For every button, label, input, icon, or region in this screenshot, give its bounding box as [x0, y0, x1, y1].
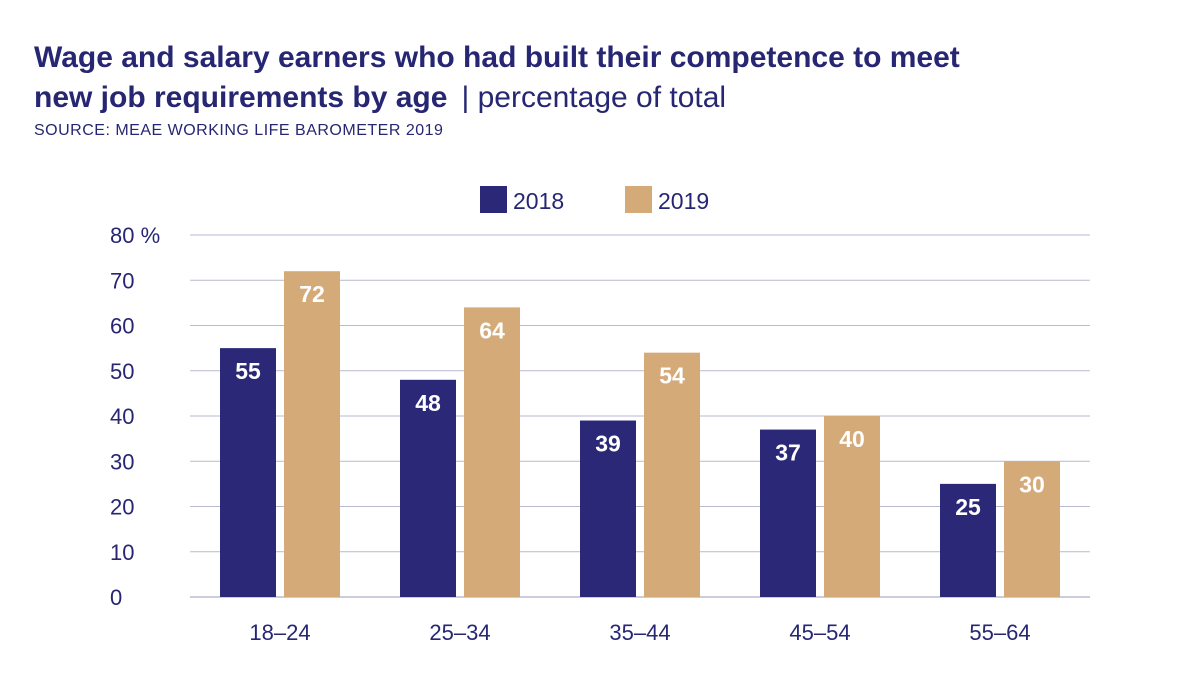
bar-2018-25–34: [400, 379, 456, 597]
y-tick-label: 30: [110, 449, 134, 474]
bar-2019-55–64: [1004, 461, 1060, 597]
chart-subtitle: percentage of total: [477, 81, 727, 114]
bar-2019-45–54: [824, 416, 880, 597]
bar-value-label: 25: [955, 494, 981, 520]
chart-title-line-2: new job requirements by age | percentage …: [34, 78, 1174, 118]
bar-value-label: 54: [659, 363, 685, 389]
x-axis: 18–24 25–34 35–44 45–54 55–64: [249, 620, 1030, 645]
bar-2018-45–54: [760, 429, 816, 597]
source-note: SOURCE: MEAE WORKING LIFE BAROMETER 2019: [34, 122, 444, 139]
legend-swatch-2018: [480, 186, 507, 213]
x-tick-label: 55–64: [969, 620, 1030, 645]
y-tick-label: 0: [110, 585, 122, 610]
chart-title: Wage and salary earners who had built th…: [34, 41, 960, 74]
y-tick-label: 50: [110, 359, 134, 384]
bar-2018-35–44: [580, 420, 636, 597]
y-tick-label: 80 %: [110, 223, 160, 248]
x-tick-label: 35–44: [609, 620, 670, 645]
bars: 55 72 48 64 39 54 37 40 25 30: [220, 271, 1060, 597]
legend-swatch-2019: [625, 186, 652, 213]
x-tick-label: 25–34: [429, 620, 490, 645]
legend-label-2018: 2018: [513, 188, 564, 214]
chart-title-block: Wage and salary earners who had built th…: [34, 38, 1174, 140]
y-tick-label: 20: [110, 495, 134, 520]
bar-2019-25–34: [464, 307, 520, 597]
legend-label-2019: 2019: [658, 188, 709, 214]
bar-2018-18–24: [220, 348, 276, 597]
y-tick-label: 10: [110, 540, 134, 565]
y-tick-label: 60: [110, 314, 134, 339]
bar-value-label: 40: [839, 426, 865, 452]
legend: 2018 2019: [480, 186, 709, 214]
bar-2018-55–64: [940, 483, 996, 597]
y-axis: 0 10 20 30 40 50 60 70 80 %: [110, 223, 160, 610]
bar-2019-35–44: [644, 352, 700, 597]
chart-title-line-1: Wage and salary earners who had built th…: [34, 38, 1174, 78]
bar-2019-18–24: [284, 271, 340, 597]
title-separator: |: [461, 81, 470, 114]
y-tick-label: 70: [110, 268, 134, 293]
bar-value-label: 30: [1019, 471, 1045, 497]
x-tick-label: 18–24: [249, 620, 310, 645]
bar-value-label: 39: [595, 431, 621, 457]
chart-title-continued: new job requirements by age: [34, 81, 448, 114]
bar-value-label: 72: [299, 281, 325, 307]
x-tick-label: 45–54: [789, 620, 850, 645]
bar-value-label: 48: [415, 390, 441, 416]
bar-value-label: 64: [479, 317, 505, 343]
bar-value-label: 37: [775, 440, 801, 466]
y-tick-label: 40: [110, 404, 134, 429]
bar-value-label: 55: [235, 358, 261, 384]
